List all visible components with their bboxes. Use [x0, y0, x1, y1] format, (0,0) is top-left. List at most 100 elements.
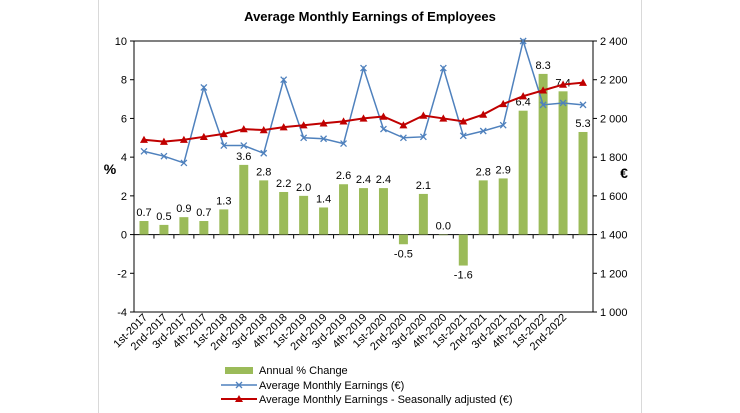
seasonally-adjusted-line: [143, 81, 584, 143]
right-tick-label: 1 600: [600, 191, 628, 203]
right-tick-label: 1 400: [600, 230, 628, 242]
earnings-marker-stroke: [539, 101, 547, 109]
seasonally-adjusted-point: [219, 129, 228, 138]
earnings-marker-stroke: [160, 152, 168, 160]
earnings-point: [479, 127, 487, 135]
seasonally-adjusted-point: [199, 132, 208, 141]
bar-data-label: -0.5: [394, 248, 413, 260]
legend-swatch-marker: [235, 395, 243, 402]
bar: [259, 180, 269, 235]
earnings-marker-stroke: [280, 76, 288, 84]
bar-data-label: 1.4: [316, 193, 331, 205]
left-tick-label: 4: [121, 152, 127, 164]
earnings-point: [559, 99, 567, 107]
seasonally-adjusted-point: [459, 117, 468, 125]
seasonally-adjusted-point: [259, 126, 268, 134]
plot-area: [133, 40, 594, 313]
seasonally-adjusted-point: [179, 135, 188, 143]
bar-data-label: 0.0: [436, 221, 451, 233]
earnings-point: [340, 140, 348, 148]
bar-data-label: -1.6: [454, 270, 473, 282]
seasonally-adjusted-point: [239, 125, 248, 133]
earnings-point: [519, 37, 527, 45]
bar: [518, 110, 528, 235]
y-axis-label-right: €: [620, 165, 628, 181]
legend-item-earnings: Average Monthly Earnings (€): [221, 380, 404, 392]
earnings-point: [320, 135, 328, 143]
earnings-marker-stroke: [399, 134, 407, 142]
earnings-marker-stroke: [439, 64, 447, 72]
bar-data-label: 6.4: [516, 97, 531, 109]
legend-swatch-marker: [235, 381, 243, 389]
left-tick-label: 8: [121, 75, 127, 87]
earnings-marker-stroke: [360, 64, 367, 72]
bar: [538, 73, 548, 235]
earnings-point: [140, 147, 148, 155]
bar-data-label: 2.6: [336, 170, 351, 182]
x-tick-labels: 1st-20172nd-20173rd-20174th-20171st-2018…: [111, 312, 569, 353]
legend-label: Average Monthly Earnings - Seasonally ad…: [259, 394, 513, 406]
seasonally-adjusted-point: [579, 78, 588, 86]
right-tick-label: 1 000: [600, 307, 628, 319]
earnings-point: [280, 76, 288, 84]
earnings-point: [260, 149, 268, 157]
seasonally-adjusted-point: [319, 119, 328, 127]
seasonally-adjusted-point: [419, 111, 428, 119]
bar: [398, 234, 408, 245]
earnings-marker-stroke: [180, 159, 188, 167]
chart-frame: [98, 0, 642, 413]
axes: -4 -2 0 2 4 6 8 10 1 000 1 200 1 400 1 600 1 800 2 00…: [115, 36, 628, 319]
bar-data-label: 2.4: [376, 174, 391, 186]
bar-data-label: 3.6: [236, 151, 251, 163]
left-tick-label: -4: [117, 307, 127, 319]
earnings-marker-stroke: [479, 127, 487, 135]
earnings-marker-stroke: [559, 99, 567, 107]
earnings-point: [499, 121, 507, 129]
bar-series: [139, 73, 588, 266]
left-tick-label: 10: [115, 36, 127, 48]
right-tick-label: 2 400: [600, 36, 628, 48]
legend-label: Annual % Change: [259, 365, 348, 377]
earnings-point: [399, 134, 407, 142]
right-tick-label: 2 000: [600, 113, 628, 125]
earnings-marker-stroke: [499, 121, 507, 129]
chart-title: Average Monthly Earnings of Employees: [244, 9, 496, 24]
earnings-point: [379, 125, 387, 133]
seasonally-adjusted-point: [379, 112, 388, 120]
seasonally-adjusted-point: [519, 92, 528, 100]
seasonally-adjusted-point: [339, 117, 348, 125]
left-tick-label: 0: [121, 230, 127, 242]
earnings-point: [160, 152, 168, 160]
earnings-point: [419, 133, 427, 141]
bar: [319, 207, 329, 235]
bar: [458, 234, 468, 266]
earnings-point: [240, 142, 248, 149]
earnings-marker-stroke: [140, 147, 148, 155]
bar: [378, 188, 388, 235]
earnings-marker-stroke: [260, 149, 268, 157]
earnings-marker-stroke: [459, 132, 467, 140]
bar: [279, 191, 289, 235]
earnings-marker-stroke: [220, 142, 228, 149]
bar: [239, 164, 249, 235]
earnings-marker-stroke: [200, 83, 208, 91]
bar: [359, 188, 368, 235]
legend: Annual % Change Average Monthly Earnings …: [221, 365, 513, 406]
legend-swatch-bar: [225, 367, 253, 374]
earnings-marker-stroke: [340, 140, 348, 148]
bar: [179, 217, 189, 235]
earnings-point: [220, 142, 228, 149]
legend-item-annual-change: Annual % Change: [225, 365, 348, 377]
bar-data-label: 1.3: [216, 195, 231, 207]
earnings-marker-stroke: [320, 135, 328, 143]
bar-data-label: 0.9: [176, 203, 191, 215]
bar: [199, 221, 209, 235]
earnings-marker-stroke: [300, 134, 308, 142]
bar: [578, 131, 588, 235]
earnings-marker-stroke: [379, 125, 387, 133]
bar: [339, 184, 349, 235]
seasonally-adjusted-point: [499, 99, 508, 108]
right-tick-label: 2 200: [600, 75, 628, 87]
bar: [438, 234, 448, 236]
